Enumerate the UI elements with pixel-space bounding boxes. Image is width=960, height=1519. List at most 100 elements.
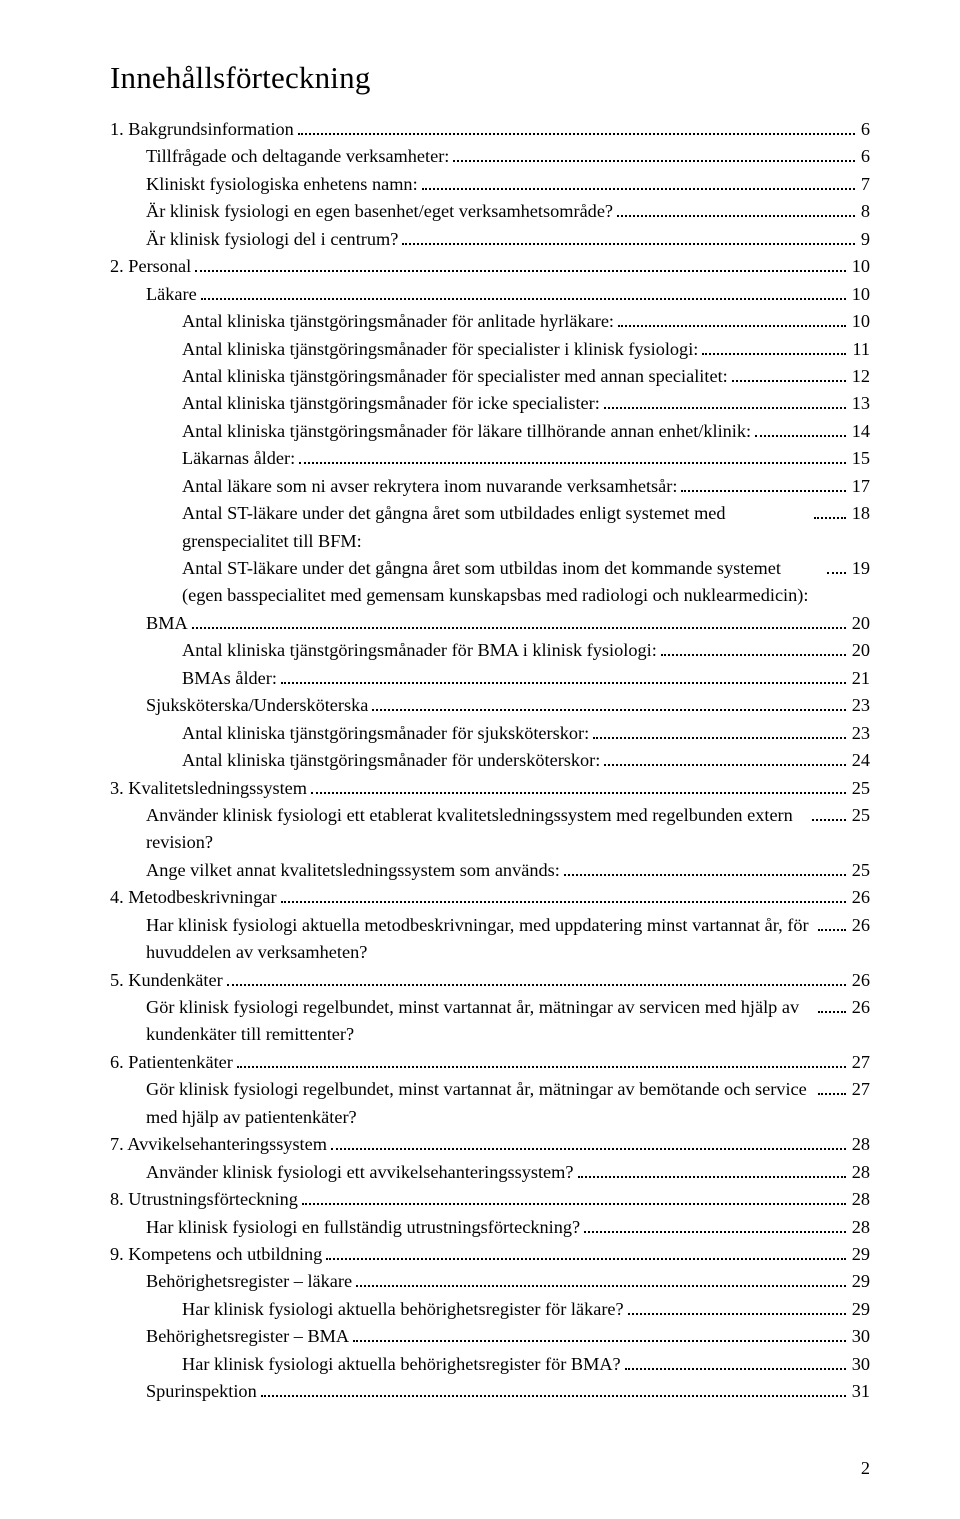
toc-entry-page: 26 [850,884,870,911]
toc-entry: BMA 20 [110,610,870,637]
toc-entry-page: 29 [850,1296,870,1323]
toc-dot-leader [453,144,854,162]
toc-entry: 9. Kompetens och utbildning 29 [110,1241,870,1268]
toc-dot-leader [302,1187,846,1205]
toc-entry: Gör klinisk fysiologi regelbundet, minst… [110,994,870,1049]
toc-entry-page: 29 [850,1241,870,1268]
toc-entry-label: Behörighetsregister – läkare [146,1268,352,1295]
toc-dot-leader [628,1296,846,1314]
toc-entry: Läkare 10 [110,281,870,308]
toc-entry-page: 30 [850,1323,870,1350]
toc-entry-label: Antal kliniska tjänstgöringsmånader för … [182,336,698,363]
toc-entry-page: 25 [850,775,870,802]
toc-entry-page: 9 [859,226,870,253]
toc-entry-page: 13 [850,390,870,417]
toc-entry-label: Antal kliniska tjänstgöringsmånader för … [182,720,589,747]
toc-entry: Antal kliniska tjänstgöringsmånader för … [110,363,870,390]
toc-entry-label: Antal kliniska tjänstgöringsmånader för … [182,637,657,664]
toc-dot-leader [195,254,845,272]
toc-entry: Tillfrågade och deltagande verksamheter:… [110,143,870,170]
toc-entry: Använder klinisk fysiologi ett etablerat… [110,802,870,857]
toc-entry-page: 19 [850,555,870,582]
toc-entry-label: 2. Personal [110,253,191,280]
toc-entry-label: 4. Metodbeskrivningar [110,884,277,911]
toc-entry-page: 10 [850,281,870,308]
toc-entry-page: 17 [850,473,870,500]
toc-entry: Antal kliniska tjänstgöringsmånader för … [110,720,870,747]
toc-entry-label: Är klinisk fysiologi del i centrum? [146,226,398,253]
toc-dot-leader [281,665,846,683]
toc-entry-label: Gör klinisk fysiologi regelbundet, minst… [146,994,814,1049]
toc-dot-leader [732,363,846,381]
toc-entry: Antal kliniska tjänstgöringsmånader för … [110,418,870,445]
toc-entry-page: 29 [850,1268,870,1295]
toc-dot-leader [372,693,845,711]
toc-dot-leader [702,336,846,354]
toc-entry-label: Har klinisk fysiologi aktuella behörighe… [182,1296,624,1323]
toc-entry-page: 27 [850,1049,870,1076]
toc-entry: 6. Patientenkäter 27 [110,1049,870,1076]
toc-entry-page: 23 [850,692,870,719]
toc-entry-label: Antal ST-läkare under det gångna året so… [182,555,823,610]
toc-entry: Antal kliniska tjänstgöringsmånader för … [110,336,870,363]
toc-entry-page: 6 [859,116,870,143]
toc-entry: Spurinspektion 31 [110,1378,870,1405]
toc-entry-page: 6 [859,143,870,170]
toc-dot-leader [818,912,846,930]
toc-entry-label: 3. Kvalitetsledningssystem [110,775,307,802]
toc-entry-label: 1. Bakgrundsinformation [110,116,294,143]
toc-entry-label: Behörighetsregister – BMA [146,1323,349,1350]
toc-entry: Behörighetsregister – BMA 30 [110,1323,870,1350]
page-number: 2 [861,1458,870,1479]
toc-entry-label: BMA [146,610,188,637]
toc-entry-label: Antal kliniska tjänstgöringsmånader för … [182,390,600,417]
toc-entry-page: 20 [850,610,870,637]
toc-entry: Antal ST-läkare under det gångna året so… [110,500,870,555]
toc-entry: Behörighetsregister – läkare 29 [110,1268,870,1295]
toc-dot-leader [814,501,846,519]
toc-entry: Ange vilket annat kvalitetsledningssyste… [110,857,870,884]
toc-dot-leader [593,720,846,738]
toc-entry-label: Spurinspektion [146,1378,257,1405]
toc-dot-leader [311,775,846,793]
toc-entry-label: Läkare [146,281,197,308]
toc-entry-label: Antal kliniska tjänstgöringsmånader för … [182,308,614,335]
toc-dot-leader [617,199,855,217]
toc-dot-leader [818,1077,846,1095]
toc-entry-label: Har klinisk fysiologi aktuella metodbesk… [146,912,814,967]
toc-dot-leader [604,748,845,766]
toc-entry-page: 20 [850,637,870,664]
toc-entry: 2. Personal 10 [110,253,870,280]
toc-entry-label: Ange vilket annat kvalitetsledningssyste… [146,857,560,884]
toc-title: Innehållsförteckning [110,60,870,96]
toc-entry-page: 8 [859,198,870,225]
toc-entry-page: 25 [850,802,870,829]
toc-entry-label: BMAs ålder: [182,665,277,692]
toc-dot-leader [812,802,846,820]
toc-entry: 5. Kundenkäter 26 [110,967,870,994]
toc-entry-label: Använder klinisk fysiologi ett etablerat… [146,802,808,857]
toc-entry-page: 15 [850,445,870,472]
toc-dot-leader [818,995,846,1013]
toc-entry: Har klinisk fysiologi en fullständig utr… [110,1214,870,1241]
toc-entry-page: 28 [850,1159,870,1186]
toc-entry-page: 26 [850,967,870,994]
toc-entry-page: 10 [850,253,870,280]
toc-dot-leader [261,1379,846,1397]
toc-entry-label: Antal kliniska tjänstgöringsmånader för … [182,418,751,445]
toc-dot-leader [625,1351,846,1369]
toc-dot-leader [827,556,846,574]
toc-dot-leader [618,309,846,327]
toc-entry-label: 6. Patientenkäter [110,1049,233,1076]
toc-entry: Antal kliniska tjänstgöringsmånader för … [110,308,870,335]
toc-entry-label: 8. Utrustningsförteckning [110,1186,298,1213]
toc-entry-page: 28 [850,1186,870,1213]
toc-entry-page: 28 [850,1131,870,1158]
toc-dot-leader [661,638,846,656]
toc-dot-leader [402,226,855,244]
toc-dot-leader [578,1159,846,1177]
toc-dot-leader [564,857,846,875]
toc-entry: BMAs ålder: 21 [110,665,870,692]
toc-dot-leader [604,391,846,409]
toc-entry: Är klinisk fysiologi del i centrum? 9 [110,226,870,253]
